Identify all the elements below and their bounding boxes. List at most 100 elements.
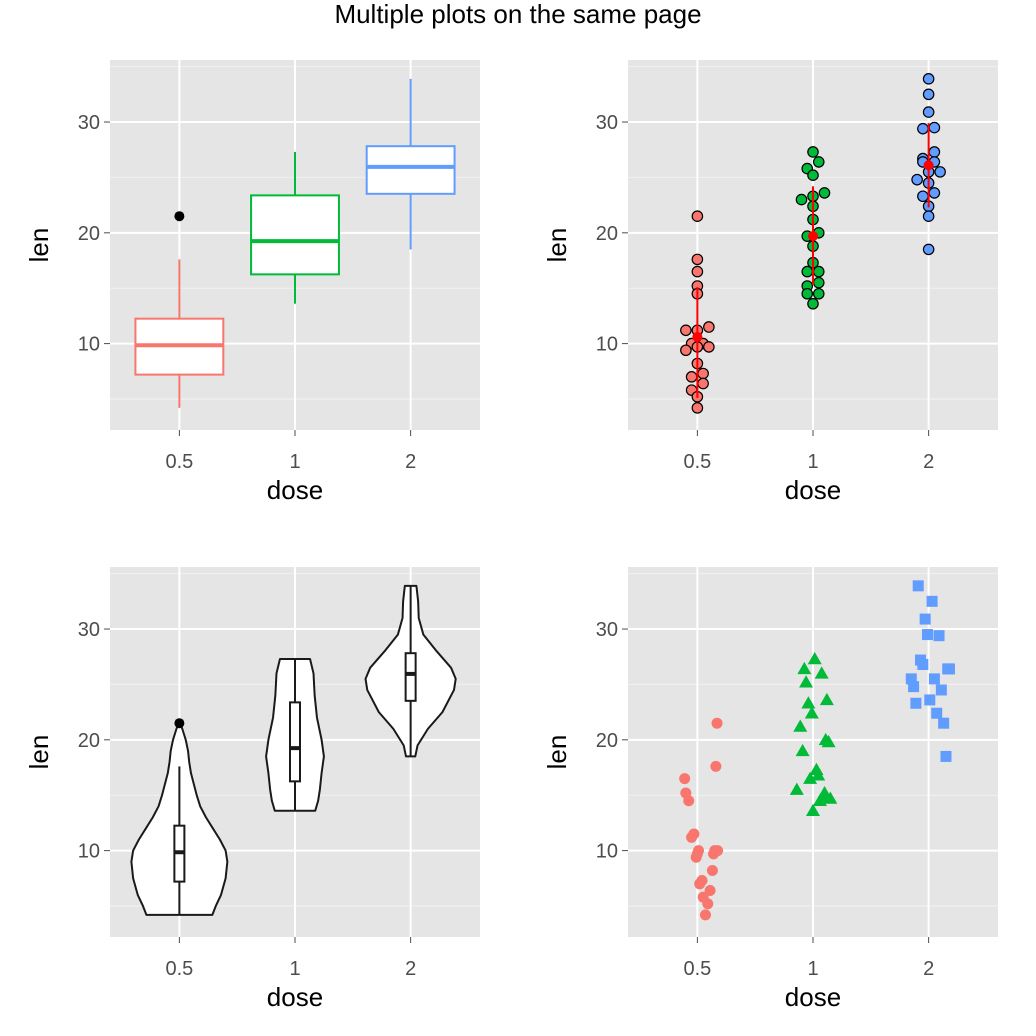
violin-box bbox=[289, 701, 301, 783]
point-circle bbox=[693, 845, 705, 857]
summary-mean bbox=[923, 160, 934, 171]
dot bbox=[697, 367, 709, 380]
dot bbox=[922, 88, 935, 101]
point-triangle bbox=[793, 719, 808, 732]
point-triangle bbox=[797, 661, 812, 675]
dot bbox=[685, 371, 698, 383]
dot bbox=[928, 146, 941, 158]
dot bbox=[928, 187, 941, 199]
y-tick-label: 10 bbox=[78, 334, 100, 356]
point-square bbox=[908, 681, 920, 693]
x-tick-label: 2 bbox=[405, 451, 416, 473]
dot bbox=[807, 297, 819, 310]
y-tick-label: 30 bbox=[596, 112, 618, 134]
point-square bbox=[910, 697, 922, 709]
page-title: Multiple plots on the same page bbox=[334, 0, 701, 29]
y-tick-label: 30 bbox=[78, 112, 100, 134]
y-tick-label: 10 bbox=[596, 841, 618, 863]
panel-scatter: 10 20 30 0.5 1 2 dose len bbox=[542, 567, 998, 1012]
box-outlier bbox=[174, 211, 185, 222]
point-circle bbox=[696, 875, 708, 887]
y-tick-label: 30 bbox=[596, 619, 618, 641]
point-square bbox=[931, 707, 943, 719]
violin-box bbox=[404, 652, 417, 702]
x-tick-label: 1 bbox=[289, 451, 300, 473]
dot bbox=[812, 156, 825, 168]
point-square bbox=[933, 630, 945, 642]
x-tick-label: 1 bbox=[807, 451, 818, 473]
dot bbox=[807, 146, 819, 158]
point-circle bbox=[706, 865, 718, 877]
y-tick-label: 30 bbox=[78, 619, 100, 641]
dot bbox=[703, 341, 715, 353]
point-triangle bbox=[795, 743, 810, 757]
x-tick-label: 1 bbox=[289, 958, 300, 980]
point-square bbox=[917, 658, 929, 670]
dot bbox=[680, 324, 692, 337]
point-circle bbox=[711, 717, 723, 729]
dot bbox=[922, 106, 935, 118]
x-tick-label: 1 bbox=[807, 958, 818, 980]
dot bbox=[922, 243, 935, 256]
dot bbox=[917, 190, 929, 203]
dot bbox=[680, 344, 692, 357]
dot bbox=[934, 166, 946, 178]
dot bbox=[922, 210, 935, 222]
point-triangle bbox=[789, 782, 804, 795]
dot bbox=[703, 321, 715, 333]
dot bbox=[807, 169, 819, 182]
dot bbox=[922, 73, 935, 85]
point-square bbox=[912, 580, 924, 592]
point-triangle bbox=[819, 692, 834, 706]
point-triangle bbox=[803, 771, 818, 784]
summary-mean bbox=[808, 231, 818, 242]
point-circle bbox=[710, 760, 722, 772]
dot bbox=[812, 276, 825, 289]
dot bbox=[691, 210, 704, 222]
dot bbox=[801, 287, 814, 300]
point-square bbox=[905, 673, 917, 685]
panel-violin: 10 20 30 0.5 1 2 dose len bbox=[24, 567, 480, 1012]
point-square bbox=[928, 673, 940, 685]
box-body bbox=[250, 194, 340, 276]
point-square bbox=[921, 629, 933, 641]
violin-outlier bbox=[174, 718, 185, 729]
dot bbox=[928, 121, 941, 134]
x-axis-title: dose bbox=[785, 982, 841, 1012]
point-square bbox=[940, 750, 952, 762]
y-axis-title: len bbox=[24, 228, 54, 263]
point-square bbox=[924, 694, 936, 706]
point-circle bbox=[712, 845, 724, 857]
point-triangle bbox=[817, 785, 832, 799]
dot bbox=[691, 265, 704, 278]
y-axis-title: len bbox=[542, 228, 572, 263]
box-body bbox=[365, 145, 456, 195]
point-triangle bbox=[801, 696, 816, 709]
dot bbox=[917, 122, 929, 135]
point-triangle bbox=[811, 768, 826, 781]
x-tick-label: 2 bbox=[923, 958, 934, 980]
dot bbox=[691, 253, 704, 266]
panel-dotplot: 10 20 30 0.5 1 2 dose len bbox=[542, 60, 998, 505]
y-tick-label: 20 bbox=[78, 223, 100, 245]
point-triangle bbox=[799, 675, 814, 688]
point-triangle bbox=[807, 651, 822, 665]
point-square bbox=[943, 663, 955, 675]
y-tick-label: 20 bbox=[596, 223, 618, 245]
x-tick-label: 0.5 bbox=[683, 958, 711, 980]
dot bbox=[812, 265, 825, 278]
point-square bbox=[926, 595, 938, 607]
point-circle bbox=[679, 773, 691, 785]
y-axis-title: len bbox=[24, 735, 54, 770]
x-axis-title: dose bbox=[785, 475, 841, 505]
point-circle bbox=[699, 909, 711, 921]
x-axis-title: dose bbox=[267, 982, 323, 1012]
x-tick-label: 2 bbox=[405, 958, 416, 980]
dot bbox=[691, 402, 704, 414]
point-square bbox=[938, 717, 950, 729]
point-triangle bbox=[814, 666, 829, 679]
y-tick-label: 20 bbox=[78, 730, 100, 752]
point-circle bbox=[702, 898, 714, 910]
